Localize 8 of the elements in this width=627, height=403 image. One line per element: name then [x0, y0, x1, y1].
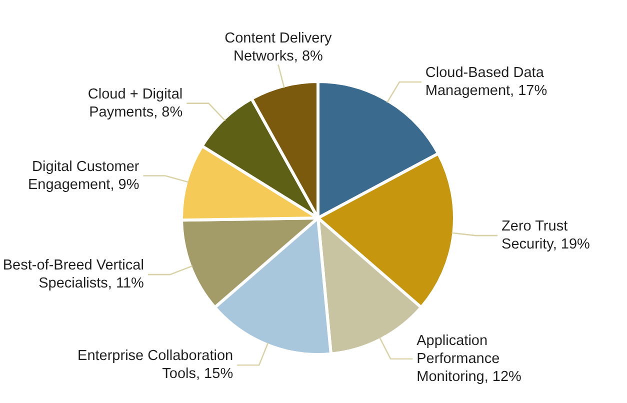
- slice-label: Cloud-Based Data Management, 17%: [425, 65, 548, 100]
- slice-label: Digital Customer Engagement, 9%: [28, 158, 140, 193]
- slice-label: Cloud + Digital Payments, 8%: [88, 86, 183, 120]
- slice-label: Zero Trust Security, 19%: [502, 218, 590, 253]
- slice-label: Application Performance Monitoring, 12%: [416, 332, 522, 385]
- slice-label: Enterprise Collaboration Tools, 15%: [78, 348, 234, 382]
- slice-label: Content Delivery Networks, 8%: [224, 30, 333, 65]
- slice-label: Best-of-Breed Vertical Specialists, 11%: [2, 258, 144, 292]
